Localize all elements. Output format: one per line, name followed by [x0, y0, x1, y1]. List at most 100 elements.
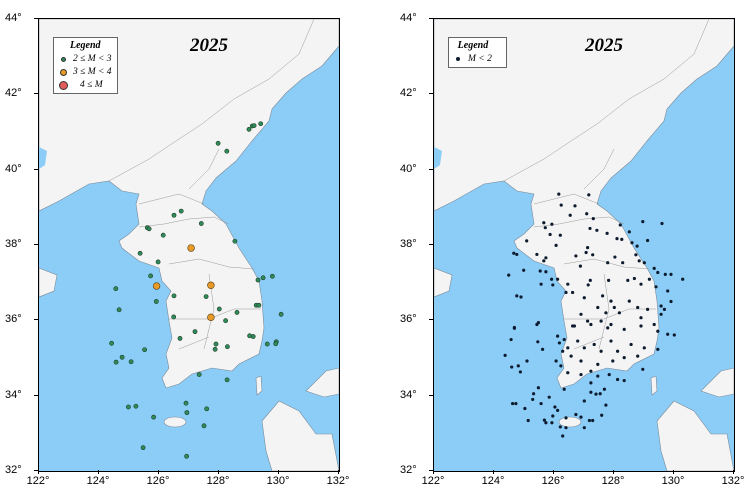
x-tick-label: 132°	[326, 475, 350, 487]
event-marker-m-lt-2	[589, 390, 593, 394]
event-marker-m-lt-2	[636, 305, 640, 310]
event-marker-m-lt-2	[536, 386, 540, 390]
tick-mark	[34, 469, 38, 471]
event-marker-m-lt-2	[626, 278, 630, 283]
legend: Legend M < 2	[448, 37, 507, 68]
event-marker-m2-3	[216, 306, 222, 312]
event-marker-m-lt-2	[609, 322, 613, 327]
event-marker-m-lt-2	[641, 220, 645, 224]
y-tick-label: 34°	[400, 388, 417, 401]
event-marker-m-lt-2	[672, 333, 676, 337]
event-marker-m2-3	[151, 414, 156, 420]
event-marker-m-lt-2	[613, 255, 617, 259]
event-marker-m-lt-2	[669, 272, 673, 276]
event-marker-m2-3	[183, 400, 189, 406]
event-marker-m-lt-2	[562, 387, 566, 391]
event-marker-m2-3	[146, 226, 152, 232]
event-marker-m-lt-2	[594, 392, 598, 396]
event-marker-m-lt-2	[556, 277, 560, 281]
event-marker-m-lt-2	[596, 362, 600, 367]
event-marker-m2-3	[153, 299, 159, 304]
event-marker-m-lt-2	[591, 217, 595, 221]
event-marker-m-lt-2	[639, 282, 643, 286]
tick-mark	[34, 319, 38, 321]
event-marker-m-lt-2	[616, 377, 620, 382]
event-marker-m2-3	[212, 346, 218, 352]
event-marker-m-lt-2	[541, 347, 545, 351]
event-marker-m2-3	[204, 406, 210, 412]
green-circle-icon	[61, 56, 66, 62]
y-tick-label: 42°	[5, 87, 22, 100]
event-marker-m-lt-2	[559, 203, 563, 207]
event-marker-m-lt-2	[600, 413, 604, 417]
event-marker-m2-3	[171, 314, 177, 320]
tick-mark	[218, 470, 219, 474]
event-marker-m-lt-2	[507, 273, 511, 277]
event-marker-m-lt-2	[531, 397, 535, 402]
event-marker-m-lt-2	[591, 253, 595, 257]
event-marker-m-lt-2	[622, 327, 626, 331]
event-marker-m-lt-2	[578, 264, 582, 268]
event-marker-m3-4	[207, 313, 215, 322]
event-marker-m-lt-2	[576, 339, 580, 343]
event-marker-m2-3	[258, 121, 264, 127]
event-marker-m-lt-2	[566, 282, 570, 286]
y-tick-label: 34°	[5, 388, 22, 401]
event-marker-m2-3	[278, 311, 284, 317]
tick-mark	[433, 470, 434, 474]
tick-mark	[429, 394, 433, 396]
event-marker-m-lt-2	[561, 349, 565, 353]
event-marker-m-lt-2	[579, 415, 583, 419]
event-marker-m2-3	[223, 318, 228, 324]
event-marker-m-lt-2	[662, 307, 666, 312]
tick-mark	[429, 469, 433, 471]
map-panel-magnitude-below-2: 2025 Legend M < 2	[433, 18, 735, 472]
event-marker-m-lt-2	[579, 312, 583, 316]
x-tick-label: 128°	[206, 475, 230, 487]
event-marker-m-lt-2	[558, 425, 562, 429]
event-marker-m2-3	[224, 344, 230, 350]
event-marker-m2-3	[133, 403, 139, 409]
y-tick-label: 44°	[5, 12, 22, 24]
x-tick-label: 124°	[481, 475, 505, 487]
event-marker-m-lt-2	[535, 252, 539, 257]
map-panel-magnitude-2-plus: 2025 Legend 2 ≤ M < 3 3 ≤ M < 4 4 ≤ M	[38, 18, 340, 472]
event-marker-m-lt-2	[656, 347, 660, 351]
event-marker-m-lt-2	[542, 418, 546, 422]
event-marker-m-lt-2	[637, 259, 641, 263]
event-marker-m-lt-2	[564, 290, 568, 295]
event-marker-m-lt-2	[618, 223, 622, 227]
event-marker-m-lt-2	[548, 232, 552, 237]
event-marker-m-lt-2	[607, 372, 611, 377]
tick-mark	[429, 168, 433, 170]
legend-item: 2 ≤ M < 3	[59, 54, 112, 64]
event-marker-m-lt-2	[639, 324, 643, 328]
event-marker-m-lt-2	[523, 406, 527, 411]
tick-mark	[34, 168, 38, 170]
event-marker-m-lt-2	[666, 289, 670, 293]
tick-mark	[34, 243, 38, 245]
event-marker-m-lt-2	[639, 316, 643, 320]
event-marker-m-lt-2	[559, 364, 563, 368]
event-marker-m2-3	[109, 340, 114, 346]
event-marker-m2-3	[184, 453, 189, 459]
event-marker-m-lt-2	[562, 337, 566, 342]
event-marker-m-lt-2	[605, 231, 609, 235]
x-tick-label: 128°	[601, 475, 625, 487]
event-marker-m-lt-2	[586, 283, 590, 287]
tick-mark	[429, 243, 433, 245]
event-marker-m2-3	[260, 275, 266, 281]
event-marker-m-lt-2	[622, 379, 626, 383]
event-marker-m-lt-2	[561, 434, 565, 438]
event-layer	[109, 121, 284, 459]
event-marker-m2-3	[128, 359, 134, 365]
event-marker-m-lt-2	[522, 268, 526, 272]
event-marker-m-lt-2	[627, 299, 631, 303]
tick-mark	[429, 18, 433, 19]
event-marker-m-lt-2	[566, 346, 570, 350]
event-marker-m-lt-2	[602, 387, 606, 391]
event-marker-m-lt-2	[606, 326, 610, 330]
event-marker-m2-3	[213, 341, 219, 347]
event-marker-m-lt-2	[579, 372, 583, 377]
event-marker-m-lt-2	[587, 193, 591, 197]
